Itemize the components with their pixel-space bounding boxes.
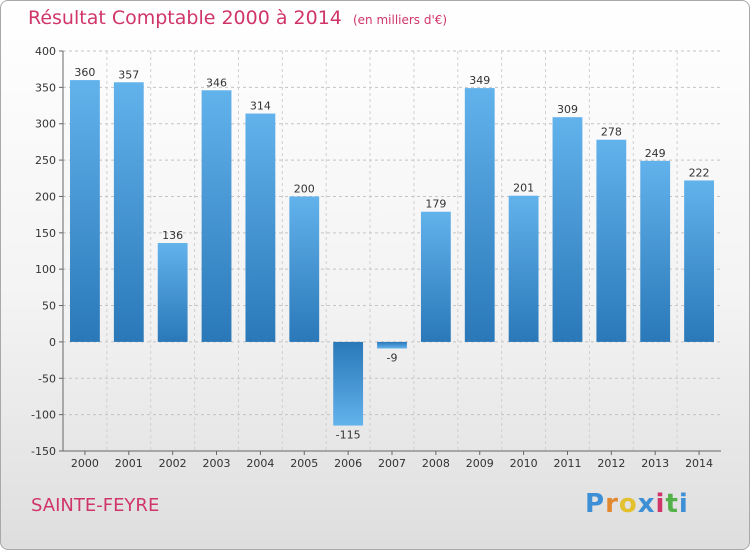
- bar: [289, 196, 320, 342]
- bar: [157, 243, 188, 342]
- x-tick-label: 2004: [246, 457, 274, 470]
- x-tick-label: 2007: [378, 457, 406, 470]
- x-tick-label: 2003: [203, 457, 231, 470]
- data-label: 357: [118, 68, 139, 81]
- bar: [70, 80, 100, 342]
- data-label: 360: [74, 66, 95, 79]
- bar: [508, 195, 539, 342]
- data-label: 222: [689, 166, 710, 179]
- logo-letter: t: [665, 489, 679, 519]
- data-label: 249: [645, 147, 666, 160]
- bar: [245, 113, 276, 342]
- y-tick-label: 50: [42, 300, 56, 313]
- bar: [201, 90, 232, 342]
- bar: [113, 82, 144, 342]
- chart-subtitle: (en milliers d'€): [352, 13, 448, 27]
- bar: [640, 160, 671, 342]
- chart-title: Résultat Comptable 2000 à 2014: [28, 7, 342, 29]
- y-tick-label: -50: [38, 372, 56, 385]
- y-tick-label: -100: [31, 409, 56, 422]
- label-layer: -150 -100 -50 0 50 100 150 200 250 300 350 400 360 20…: [31, 45, 713, 470]
- data-label: 200: [294, 182, 315, 195]
- y-tick-label: -150: [31, 445, 56, 458]
- bar: [377, 341, 407, 349]
- x-tick-label: 2010: [510, 457, 538, 470]
- y-tick-label: 250: [35, 154, 56, 167]
- logo-letter: i: [678, 489, 689, 519]
- x-tick-label: 2005: [290, 457, 318, 470]
- data-label: 201: [513, 182, 534, 195]
- axis-layer: [59, 50, 721, 455]
- data-label: -115: [336, 429, 361, 442]
- data-label: 136: [162, 229, 183, 242]
- data-label: 349: [469, 74, 490, 87]
- bar: [552, 117, 583, 342]
- y-tick-label: 400: [35, 45, 56, 58]
- bar: [596, 139, 627, 342]
- data-label: 309: [557, 103, 578, 116]
- bar: [420, 211, 451, 342]
- y-tick-label: 200: [35, 190, 56, 203]
- x-tick-label: 2014: [685, 457, 713, 470]
- y-tick-label: 150: [35, 227, 56, 240]
- x-tick-label: 2013: [641, 457, 669, 470]
- bar-layer: [70, 80, 714, 426]
- y-tick-label: 0: [49, 336, 56, 349]
- logo-letter: r: [605, 489, 619, 519]
- data-label: -9: [387, 351, 398, 364]
- bar: [333, 341, 364, 426]
- x-tick-label: 2001: [115, 457, 143, 470]
- logo-letter: i: [655, 489, 666, 519]
- y-tick-label: 350: [35, 81, 56, 94]
- commune-name: SAINTE-FEYRE: [31, 495, 160, 516]
- x-tick-label: 2008: [422, 457, 450, 470]
- data-label: 346: [206, 76, 227, 89]
- x-tick-label: 2000: [71, 457, 99, 470]
- logo-letter: o: [618, 489, 638, 519]
- x-tick-label: 2009: [466, 457, 494, 470]
- proxiti-logo[interactable]: Proxiti: [585, 489, 689, 519]
- y-tick-label: 300: [35, 118, 56, 131]
- logo-letter: x: [637, 489, 656, 519]
- bar: [684, 180, 714, 342]
- chart-title-block: Résultat Comptable 2000 à 2014 (en milli…: [28, 7, 447, 29]
- logo-letter: P: [585, 489, 606, 519]
- bar: [464, 88, 495, 342]
- x-tick-label: 2006: [334, 457, 362, 470]
- data-label: 314: [250, 100, 271, 113]
- data-label: 179: [425, 198, 446, 211]
- data-label: 278: [601, 126, 622, 139]
- x-tick-label: 2002: [159, 457, 187, 470]
- x-tick-label: 2012: [597, 457, 625, 470]
- x-tick-label: 2011: [553, 457, 581, 470]
- y-tick-label: 100: [35, 263, 56, 276]
